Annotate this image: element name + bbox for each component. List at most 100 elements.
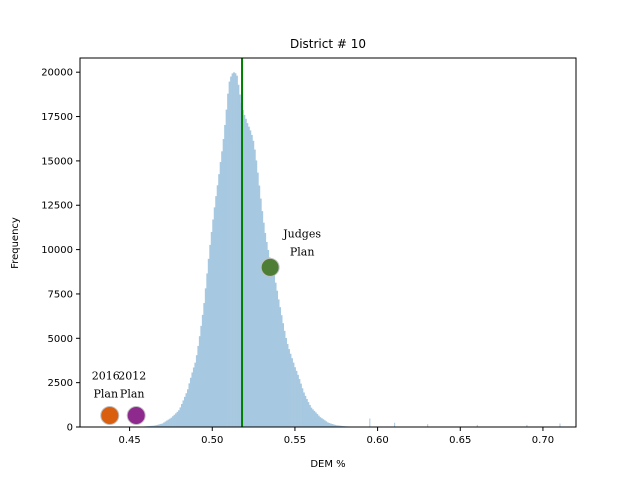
histogram-bar: [183, 396, 186, 427]
histogram-bar: [328, 423, 331, 427]
histogram-bar: [323, 420, 326, 427]
axes-frame: [79, 57, 577, 428]
histogram-bar: [476, 424, 478, 427]
histogram-bar: [176, 411, 179, 427]
histogram-bar: [289, 353, 292, 427]
histogram-bar: [250, 134, 253, 427]
histogram-bar: [261, 211, 264, 427]
histogram-bar: [152, 425, 155, 427]
histogram-bar: [288, 349, 290, 427]
histogram-bar: [259, 198, 262, 427]
histogram-bar: [334, 424, 337, 427]
histogram-bar: [239, 94, 241, 427]
histogram-bar: [265, 242, 268, 427]
histogram-bar: [338, 425, 341, 427]
histogram-bar: [236, 75, 238, 427]
histogram-bar: [300, 383, 302, 427]
histogram-bar: [276, 290, 279, 427]
y-tick-label: 0: [67, 423, 73, 434]
histogram-bar: [245, 118, 247, 427]
y-tick-label: 7500: [48, 289, 73, 300]
histogram-bar: [249, 130, 252, 428]
histogram-bar: [224, 124, 226, 427]
histogram-bar: [203, 303, 206, 427]
histogram-bar: [310, 407, 313, 427]
histogram-bar: [155, 425, 158, 427]
histogram-bar: [154, 425, 157, 427]
histogram-bar: [188, 383, 191, 427]
histogram-bar: [298, 379, 301, 427]
histogram-bar: [186, 389, 189, 427]
histogram-bar: [274, 282, 277, 427]
histogram-bar: [201, 314, 204, 427]
histogram-bar: [292, 362, 295, 427]
plan-label: Judges: [282, 227, 321, 240]
y-tick-label: 17500: [41, 112, 73, 123]
histogram-bar: [246, 123, 249, 427]
histogram-bar: [178, 410, 180, 427]
histogram-bar: [307, 402, 310, 427]
plot-area: [137, 58, 561, 428]
histogram-bar: [191, 372, 194, 427]
plan-label: 2016: [92, 369, 120, 382]
histogram-bar: [369, 418, 371, 427]
histogram-bar: [340, 425, 343, 427]
histogram-bar: [215, 196, 218, 427]
histogram-bar: [277, 299, 280, 427]
histogram-bar: [228, 81, 231, 427]
y-tick-label: 5000: [48, 334, 73, 345]
histogram-bar: [225, 109, 228, 427]
histogram-bar: [247, 126, 250, 428]
histogram-bar: [282, 323, 284, 427]
x-tick-label: 0.45: [118, 435, 140, 446]
histogram-bar: [166, 420, 168, 427]
plan-label: 2012: [118, 369, 146, 382]
histogram-bar: [149, 425, 152, 427]
histogram-bar: [157, 424, 159, 427]
y-tick-label: 2500: [48, 378, 73, 389]
histogram-bar: [204, 288, 207, 427]
histogram-bar: [185, 393, 188, 427]
y-axis-ticks: 0 2500 5000 7500 10000 12500 15000 17500 20000: [41, 68, 80, 434]
histogram-bar: [337, 425, 340, 427]
histogram-bar: [394, 422, 396, 427]
histogram-bar: [222, 139, 225, 427]
histogram-bar: [331, 423, 334, 427]
histogram-bar: [234, 73, 237, 427]
histogram-bar: [319, 417, 322, 427]
histogram-bar: [313, 410, 316, 427]
histogram-bar: [218, 174, 221, 427]
histogram-bar: [255, 160, 258, 427]
histogram-bar: [303, 392, 305, 427]
histogram-bar: [295, 370, 298, 427]
histogram-bar: [189, 377, 192, 427]
histogram-bar: [286, 344, 289, 427]
x-tick-label: 0.55: [284, 435, 306, 446]
histogram-bar: [306, 399, 308, 427]
plan-marker: [260, 257, 280, 277]
x-tick-label: 0.60: [366, 435, 388, 446]
histogram-bar: [216, 185, 219, 427]
x-tick-label: 0.70: [532, 435, 554, 446]
y-tick-label: 12500: [41, 201, 73, 212]
x-tick-label: 0.65: [449, 435, 471, 446]
histogram-bar: [316, 413, 319, 427]
x-axis-label: DEM %: [310, 459, 345, 470]
histogram-bar: [326, 422, 329, 427]
histogram-bar: [294, 367, 296, 427]
histogram-bar: [317, 415, 320, 427]
histogram-bar: [173, 414, 176, 427]
y-tick-label: 10000: [41, 245, 73, 256]
histogram-bar: [329, 423, 332, 427]
histogram-bar: [212, 219, 215, 427]
histogram-bar: [231, 73, 234, 427]
histogram-bar: [285, 337, 287, 427]
histogram-bar: [219, 162, 222, 428]
histogram-bar: [237, 84, 240, 428]
plan-marker: [126, 405, 146, 425]
histogram-bar: [192, 367, 195, 427]
plan-label: Plan: [120, 387, 145, 400]
